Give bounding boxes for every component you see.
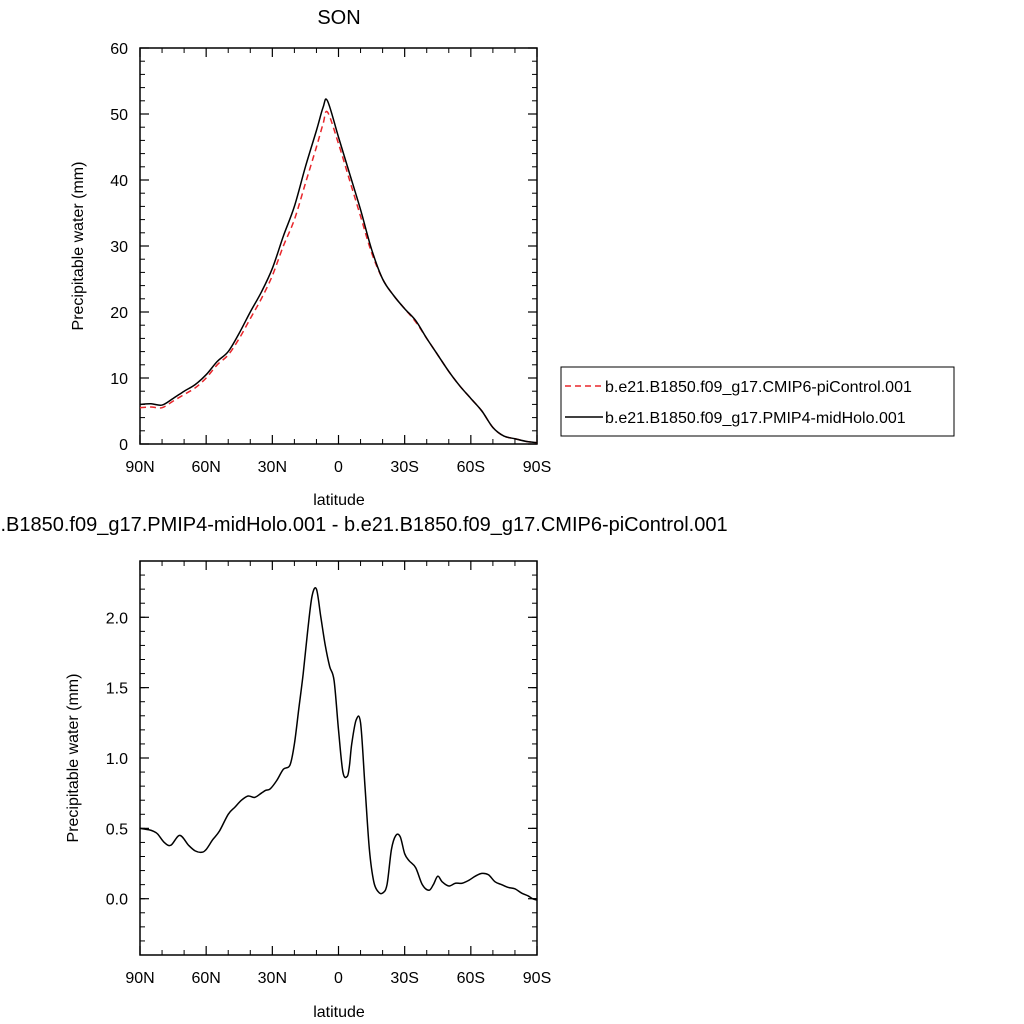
- y-tick-label: 40: [110, 173, 128, 190]
- plot-frame: [139, 47, 538, 445]
- legend-box: [560, 366, 955, 437]
- x-tick-label: 30N: [258, 459, 287, 476]
- x-axis-label: latitude: [313, 1004, 365, 1021]
- y-tick-label: 10: [110, 371, 128, 388]
- y-tick-label: 0: [119, 437, 128, 454]
- series-group: [139, 587, 538, 901]
- tick-group: 90N 60N 30N 0 30S 60S 90S 0.0 0.5 1.0 1.5 2.0: [106, 560, 551, 987]
- panel-son: SON 90N 60N 30N 0 30S 60S 90S 0 10 20 30 40 50 60 lat…: [70, 7, 955, 509]
- x-tick-label: 60N: [191, 459, 220, 476]
- x-tick-label: 90N: [125, 459, 154, 476]
- plot-frame: [139, 560, 538, 956]
- x-tick-label: 90N: [125, 970, 154, 987]
- y-tick-label: 1.0: [106, 751, 128, 768]
- x-tick-label: 60S: [457, 459, 485, 476]
- legend-label-midholo: b.e21.B1850.f09_g17.PMIP4-midHolo.001: [605, 410, 906, 427]
- series-line-1: [139, 98, 538, 444]
- x-tick-label: 0: [334, 459, 343, 476]
- series-line-0: [139, 587, 538, 901]
- chart-title: SON: [317, 7, 360, 29]
- x-tick-label: 60N: [191, 970, 220, 987]
- x-tick-label: 30S: [390, 459, 418, 476]
- y-tick-label: 2.0: [106, 610, 128, 627]
- y-tick-label: 0.5: [106, 821, 128, 838]
- x-tick-label: 60S: [457, 970, 485, 987]
- legend-label-control: b.e21.B1850.f09_g17.CMIP6-piControl.001: [605, 379, 912, 396]
- y-axis-label: Precipitable water (mm): [65, 674, 82, 843]
- y-axis-label: Precipitable water (mm): [70, 162, 87, 331]
- y-tick-label: 60: [110, 41, 128, 58]
- series-line-0: [139, 110, 538, 444]
- y-tick-label: 1.5: [106, 681, 128, 698]
- x-axis-label: latitude: [313, 492, 365, 509]
- x-tick-label: 90S: [523, 970, 551, 987]
- chart-title: b.e21.B1850.f09_g17.PMIP4-midHolo.001 - …: [0, 514, 728, 536]
- series-group: [139, 98, 538, 444]
- x-tick-label: 30S: [390, 970, 418, 987]
- y-tick-label: 20: [110, 305, 128, 322]
- x-tick-label: 0: [334, 970, 343, 987]
- legend: b.e21.B1850.f09_g17.CMIP6-piControl.001 …: [560, 366, 955, 437]
- panel-difference: b.e21.B1850.f09_g17.PMIP4-midHolo.001 - …: [0, 514, 728, 1021]
- y-tick-label: 30: [110, 239, 128, 256]
- y-tick-label: 50: [110, 107, 128, 124]
- x-tick-label: 90S: [523, 459, 551, 476]
- x-tick-label: 30N: [258, 970, 287, 987]
- tick-group: 90N 60N 30N 0 30S 60S 90S 0 10 20 30 40 50 60: [110, 41, 551, 476]
- y-tick-label: 0.0: [106, 892, 128, 909]
